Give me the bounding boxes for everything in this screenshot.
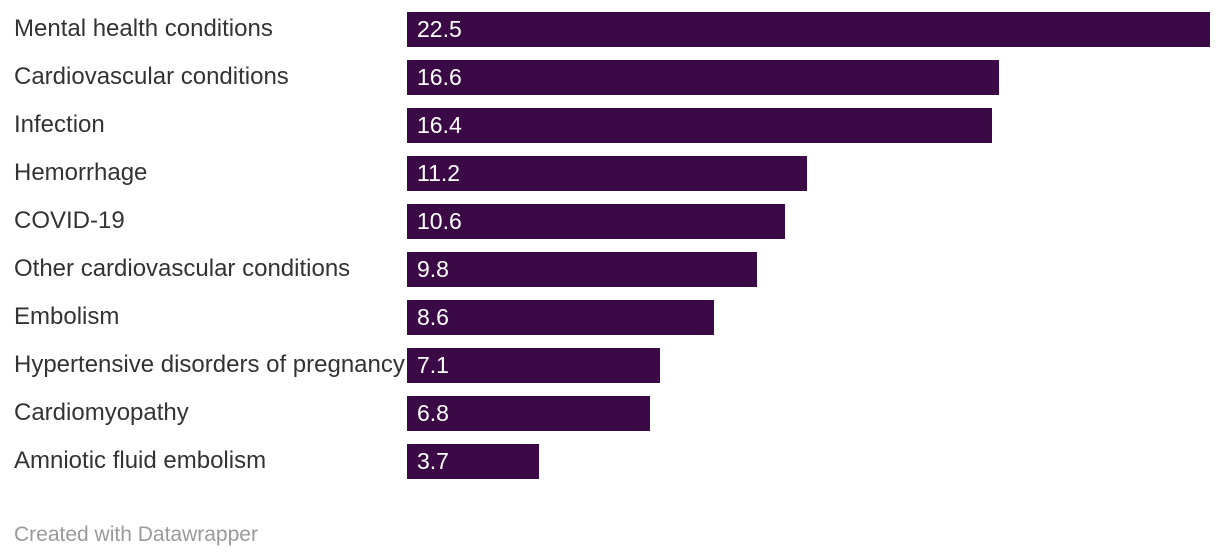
value-label: 10.6 [417, 207, 462, 234]
bar-area: 8.6 [407, 299, 1210, 335]
value-label: 8.6 [417, 303, 449, 330]
category-label: Embolism [14, 305, 120, 329]
bar-area: 22.5 [407, 11, 1210, 47]
category-label: COVID-19 [14, 209, 125, 233]
category-label: Amniotic fluid embolism [14, 449, 267, 473]
bar: 16.6 [407, 59, 1000, 95]
chart-row: Hemorrhage 11.2 [0, 149, 1220, 197]
bar: 9.8 [407, 251, 757, 287]
value-label: 7.1 [417, 351, 449, 378]
bar: 8.6 [407, 299, 714, 335]
value-label: 6.8 [417, 399, 449, 426]
value-label: 16.6 [417, 63, 462, 90]
bar-area: 6.8 [407, 395, 1210, 431]
value-label: 16.4 [417, 111, 462, 138]
bar-area: 9.8 [407, 251, 1210, 287]
bar-area: 16.6 [407, 59, 1210, 95]
chart-rows: Mental health conditions 22.5 Cardiovasc… [0, 5, 1220, 485]
bar-area: 7.1 [407, 347, 1210, 383]
chart-row: Mental health conditions 22.5 [0, 5, 1220, 53]
chart-row: Cardiovascular conditions 16.6 [0, 53, 1220, 101]
bar: 16.4 [407, 107, 993, 143]
category-label: Mental health conditions [14, 17, 273, 41]
value-label: 22.5 [417, 15, 462, 42]
category-label: Other cardiovascular conditions [14, 257, 351, 281]
category-label: Cardiovascular conditions [14, 65, 289, 89]
chart-row: Infection 16.4 [0, 101, 1220, 149]
category-label: Infection [14, 113, 105, 137]
category-label: Cardiomyopathy [14, 401, 189, 425]
bar: 11.2 [407, 155, 807, 191]
value-label: 9.8 [417, 255, 449, 282]
bar: 6.8 [407, 395, 650, 431]
chart-row: Cardiomyopathy 6.8 [0, 389, 1220, 437]
chart-row: Embolism 8.6 [0, 293, 1220, 341]
chart-row: COVID-19 10.6 [0, 197, 1220, 245]
category-label: Hemorrhage [14, 161, 148, 185]
category-label: Hypertensive disorders of pregnancy [14, 353, 405, 377]
bar-area: 11.2 [407, 155, 1210, 191]
chart-row: Amniotic fluid embolism 3.7 [0, 437, 1220, 485]
bar-area: 3.7 [407, 443, 1210, 479]
bar-area: 16.4 [407, 107, 1210, 143]
bar: 7.1 [407, 347, 661, 383]
value-label: 11.2 [417, 159, 461, 186]
bar: 3.7 [407, 443, 540, 479]
value-label: 3.7 [417, 447, 449, 474]
bar: 22.5 [407, 11, 1210, 47]
bar-area: 10.6 [407, 203, 1210, 239]
datawrapper-attribution: Created with Datawrapper [14, 523, 258, 546]
chart-row: Other cardiovascular conditions 9.8 [0, 245, 1220, 293]
chart-row: Hypertensive disorders of pregnancy 7.1 [0, 341, 1220, 389]
bar: 10.6 [407, 203, 786, 239]
